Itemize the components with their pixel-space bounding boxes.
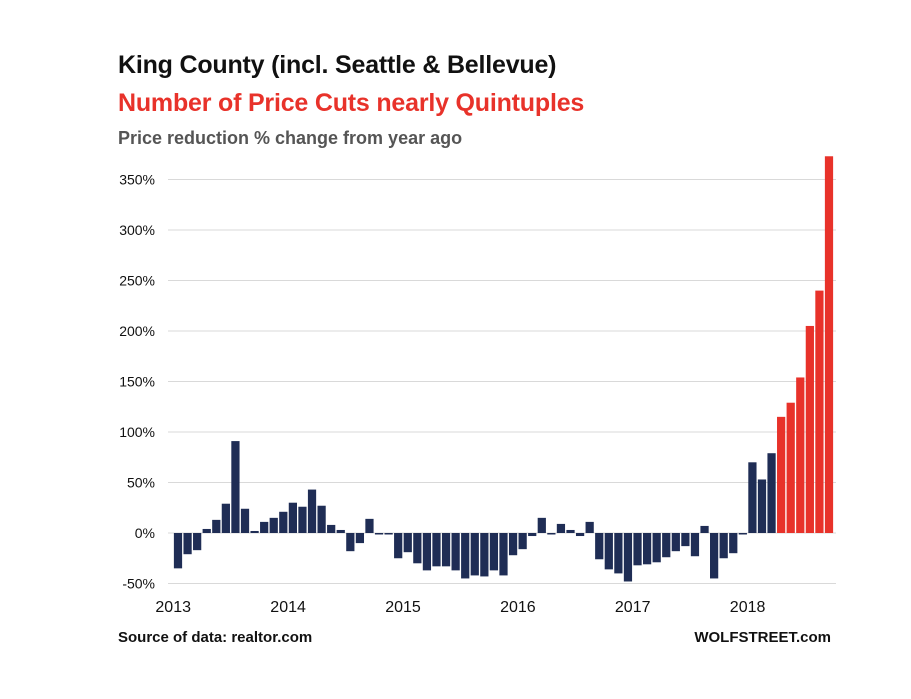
bar [508,533,518,556]
bar [499,533,508,576]
bar [614,533,623,574]
grid-lines [168,179,836,584]
bar [547,533,556,535]
bar [805,325,814,533]
brand-label: WOLFSTREET.com [694,629,831,646]
bar [575,533,585,537]
bar [604,533,613,570]
bar [796,377,805,533]
bar [307,489,317,533]
bar [403,533,412,553]
y-tick-label: -50% [122,576,155,592]
bar [700,525,709,533]
bars [173,156,834,582]
bar [595,533,604,560]
y-tick-label: 200% [119,323,155,339]
bar [757,479,767,533]
bar [690,533,700,557]
bar [346,533,355,552]
bar [719,533,728,559]
y-tick-label: 350% [119,172,155,188]
y-tick-label: 100% [119,424,155,440]
bar [384,533,393,535]
bar [260,521,269,533]
bar [824,156,834,533]
bar [537,517,546,533]
bar [441,533,451,567]
bar [480,533,489,577]
x-axis-ticks: 2013 2014 2015 2016 2017 2018 [155,599,765,616]
bar [815,290,824,533]
bar [173,533,183,569]
chart-subtitle: Number of Price Cuts nearly Quintuples [118,89,585,117]
y-tick-label: 50% [127,475,155,491]
bar [738,533,747,535]
bar [662,533,671,558]
bar [461,533,470,579]
bar [193,533,202,551]
bar [250,530,259,533]
bar [231,441,240,533]
bar [642,533,652,565]
bar [786,402,795,533]
y-axis-description: Price reduction % change from year ago [118,128,463,148]
source-note: Source of data: realtor.com [118,629,313,646]
x-tick-label: 2018 [730,599,766,616]
bar [212,519,221,533]
y-tick-label: 250% [119,273,155,289]
bar [451,533,460,571]
bar [633,533,642,566]
bar [556,523,566,533]
bar [748,462,757,533]
x-tick-label: 2015 [385,599,421,616]
bar [355,533,365,544]
x-tick-label: 2016 [500,599,536,616]
bar [729,533,738,554]
bar [470,533,479,576]
y-tick-label: 150% [119,374,155,390]
x-tick-label: 2017 [615,599,651,616]
x-tick-label: 2014 [270,599,306,616]
chart-title: King County (incl. Seattle & Bellevue) [118,51,557,79]
bar [489,533,499,571]
bar [681,533,690,547]
y-tick-label: 0% [135,525,155,541]
bar [240,508,250,533]
bar [585,521,594,533]
bar [269,517,278,533]
bar [394,533,403,559]
bar [422,533,432,571]
bar [652,533,661,563]
bar [365,518,374,533]
bar [298,506,307,533]
bar [413,533,422,564]
bar [623,533,633,582]
bar [566,529,575,533]
bar [374,533,384,535]
bar [710,533,719,579]
bar [279,511,288,533]
bar [221,503,230,533]
bar [432,533,441,567]
bar [327,524,336,533]
bar [777,416,786,533]
bar [518,533,527,550]
bar [288,502,297,533]
bar [767,453,776,533]
bar [671,533,680,552]
bar [183,533,192,555]
bar [336,529,345,533]
y-axis-ticks: 350% 300% 250% 200% 150% 100% 50% 0% -50% [119,172,155,592]
bar [202,528,211,533]
y-tick-label: 300% [119,222,155,238]
bar [528,533,537,537]
bar [317,505,326,533]
x-tick-label: 2013 [155,599,191,616]
